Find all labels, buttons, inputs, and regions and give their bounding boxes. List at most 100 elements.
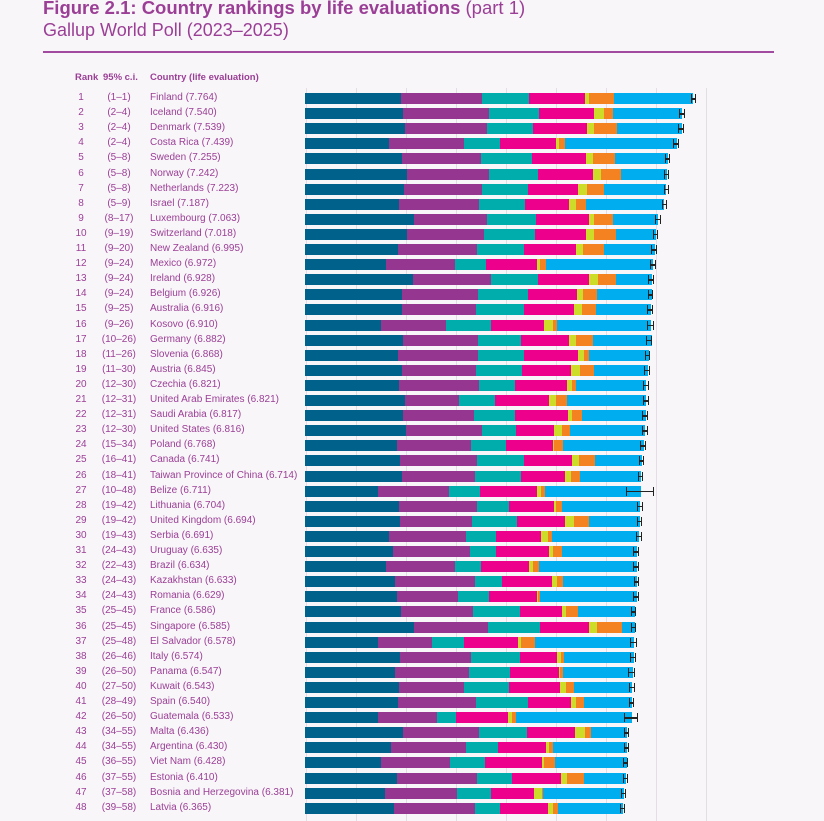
rank-label: 8 [78, 197, 84, 209]
bar-segment-3 [487, 213, 536, 225]
bar-segment-5 [594, 108, 604, 120]
bar-segment-4 [520, 606, 562, 618]
rank-label: 48 [75, 801, 87, 813]
bar-segment-2 [385, 787, 457, 799]
bar-segment-7 [576, 379, 646, 391]
country-name: Denmark [150, 122, 191, 134]
ci-label: 12–30 [96, 424, 142, 435]
bar-segment-1 [305, 727, 403, 739]
bar-segment-3 [469, 666, 510, 678]
stacked-bar [305, 772, 626, 784]
bar-segment-7 [615, 153, 668, 165]
bar-segment-7 [597, 289, 652, 301]
country-name: Netherlands [150, 182, 204, 194]
bar-segment-5 [553, 440, 554, 452]
bar-segment-6 [512, 712, 516, 724]
country-label: Finland7.764 [150, 92, 217, 103]
country-row: 29 19–42 United Kingdom6.694 [0, 514, 824, 529]
rank-label: 33 [75, 575, 87, 587]
bar-segment-4 [538, 168, 593, 180]
bar-segment-1 [305, 228, 407, 240]
country-name: Canada [150, 454, 186, 466]
error-bar [633, 547, 640, 556]
gridline [556, 88, 557, 821]
country-label: Malta6.436 [150, 726, 209, 737]
country-label: Israel7.187 [150, 198, 209, 209]
bar-segment-2 [407, 168, 489, 180]
rank-label: 27 [75, 484, 87, 496]
stacked-bar [305, 349, 649, 361]
rank-label: 45 [75, 756, 87, 768]
error-bar [647, 305, 654, 315]
bar-segment-5 [567, 379, 572, 391]
rank-label: 47 [75, 786, 87, 798]
life-evaluation-score: 6.547 [187, 666, 221, 677]
bar-segment-3 [479, 198, 525, 210]
ci-label: 9–24 [96, 273, 142, 284]
bar-segment-4 [480, 485, 537, 497]
bar-segment-5 [587, 123, 594, 135]
bar-segment-6 [584, 349, 589, 361]
rank-label: 46 [75, 771, 87, 783]
stacked-bar [305, 425, 645, 437]
country-row: 43 34–55 Malta6.436 [0, 725, 824, 740]
country-row: 34 24–43 Romania6.629 [0, 589, 824, 604]
ci-label: 16–41 [96, 454, 142, 465]
bar-segment-5 [561, 772, 567, 784]
bar-segment-2 [398, 244, 477, 255]
rank-label: 29 [75, 514, 87, 526]
rank-label: 40 [75, 680, 87, 692]
error-bar [645, 335, 652, 345]
bar-segment-7 [595, 455, 642, 467]
country-label: Serbia6.691 [150, 530, 213, 541]
country-row: 11 9–20 New Zealand6.995 [0, 242, 824, 257]
bar-segment-2 [402, 364, 476, 376]
bar-segment-5 [542, 757, 544, 769]
bar-segment-5 [578, 349, 584, 361]
bar-segment-1 [305, 561, 386, 573]
country-label: Czechia6.821 [150, 379, 221, 390]
error-bar [636, 501, 643, 511]
bar-segment-5 [569, 198, 576, 210]
country-label: Norway7.242 [150, 168, 218, 179]
ci-label: 19–43 [96, 530, 142, 541]
life-evaluation-score: 6.714 [263, 470, 297, 481]
ci-label: 9–20 [96, 243, 142, 254]
bar-segment-4 [521, 334, 569, 346]
bar-segment-2 [378, 712, 437, 724]
bar-segment-5 [569, 334, 576, 346]
bar-segment-2 [405, 395, 459, 406]
error-bar [624, 713, 639, 723]
bar-segment-7 [553, 742, 627, 754]
bar-segment-4 [486, 259, 537, 271]
country-name: Belgium [150, 288, 187, 300]
bar-segment-7 [614, 93, 693, 104]
life-evaluation-score: 6.540 [176, 696, 210, 707]
country-name: Italy [150, 650, 169, 662]
ci-label: 24–43 [96, 545, 142, 556]
error-bar [691, 94, 697, 103]
life-evaluation-score: 6.845 [181, 364, 215, 375]
bar-segment-2 [378, 485, 449, 497]
life-evaluation-score: 6.821 [186, 379, 220, 390]
bar-segment-2 [403, 727, 479, 739]
bar-segment-4 [515, 379, 567, 391]
country-name: Mexico [150, 258, 182, 270]
country-row: 41 28–49 Spain6.540 [0, 695, 824, 710]
rank-label: 10 [75, 227, 87, 239]
bar-segment-2 [397, 772, 477, 784]
country-name: Costa Rica [150, 137, 199, 149]
bar-segment-7 [593, 334, 652, 346]
bar-segment-5 [577, 289, 583, 301]
ci-label: 19–42 [96, 500, 142, 511]
bar-segment-7 [621, 168, 667, 180]
life-evaluation-score: 6.578 [201, 636, 235, 647]
stacked-bar [305, 530, 639, 542]
bar-segment-3 [478, 289, 528, 301]
country-label: Singapore6.585 [150, 621, 230, 632]
stacked-bar [305, 395, 646, 406]
bar-segment-7 [564, 651, 634, 663]
bar-segment-6 [576, 198, 586, 210]
bar-segment-3 [466, 530, 496, 542]
bar-segment-7 [613, 108, 682, 120]
